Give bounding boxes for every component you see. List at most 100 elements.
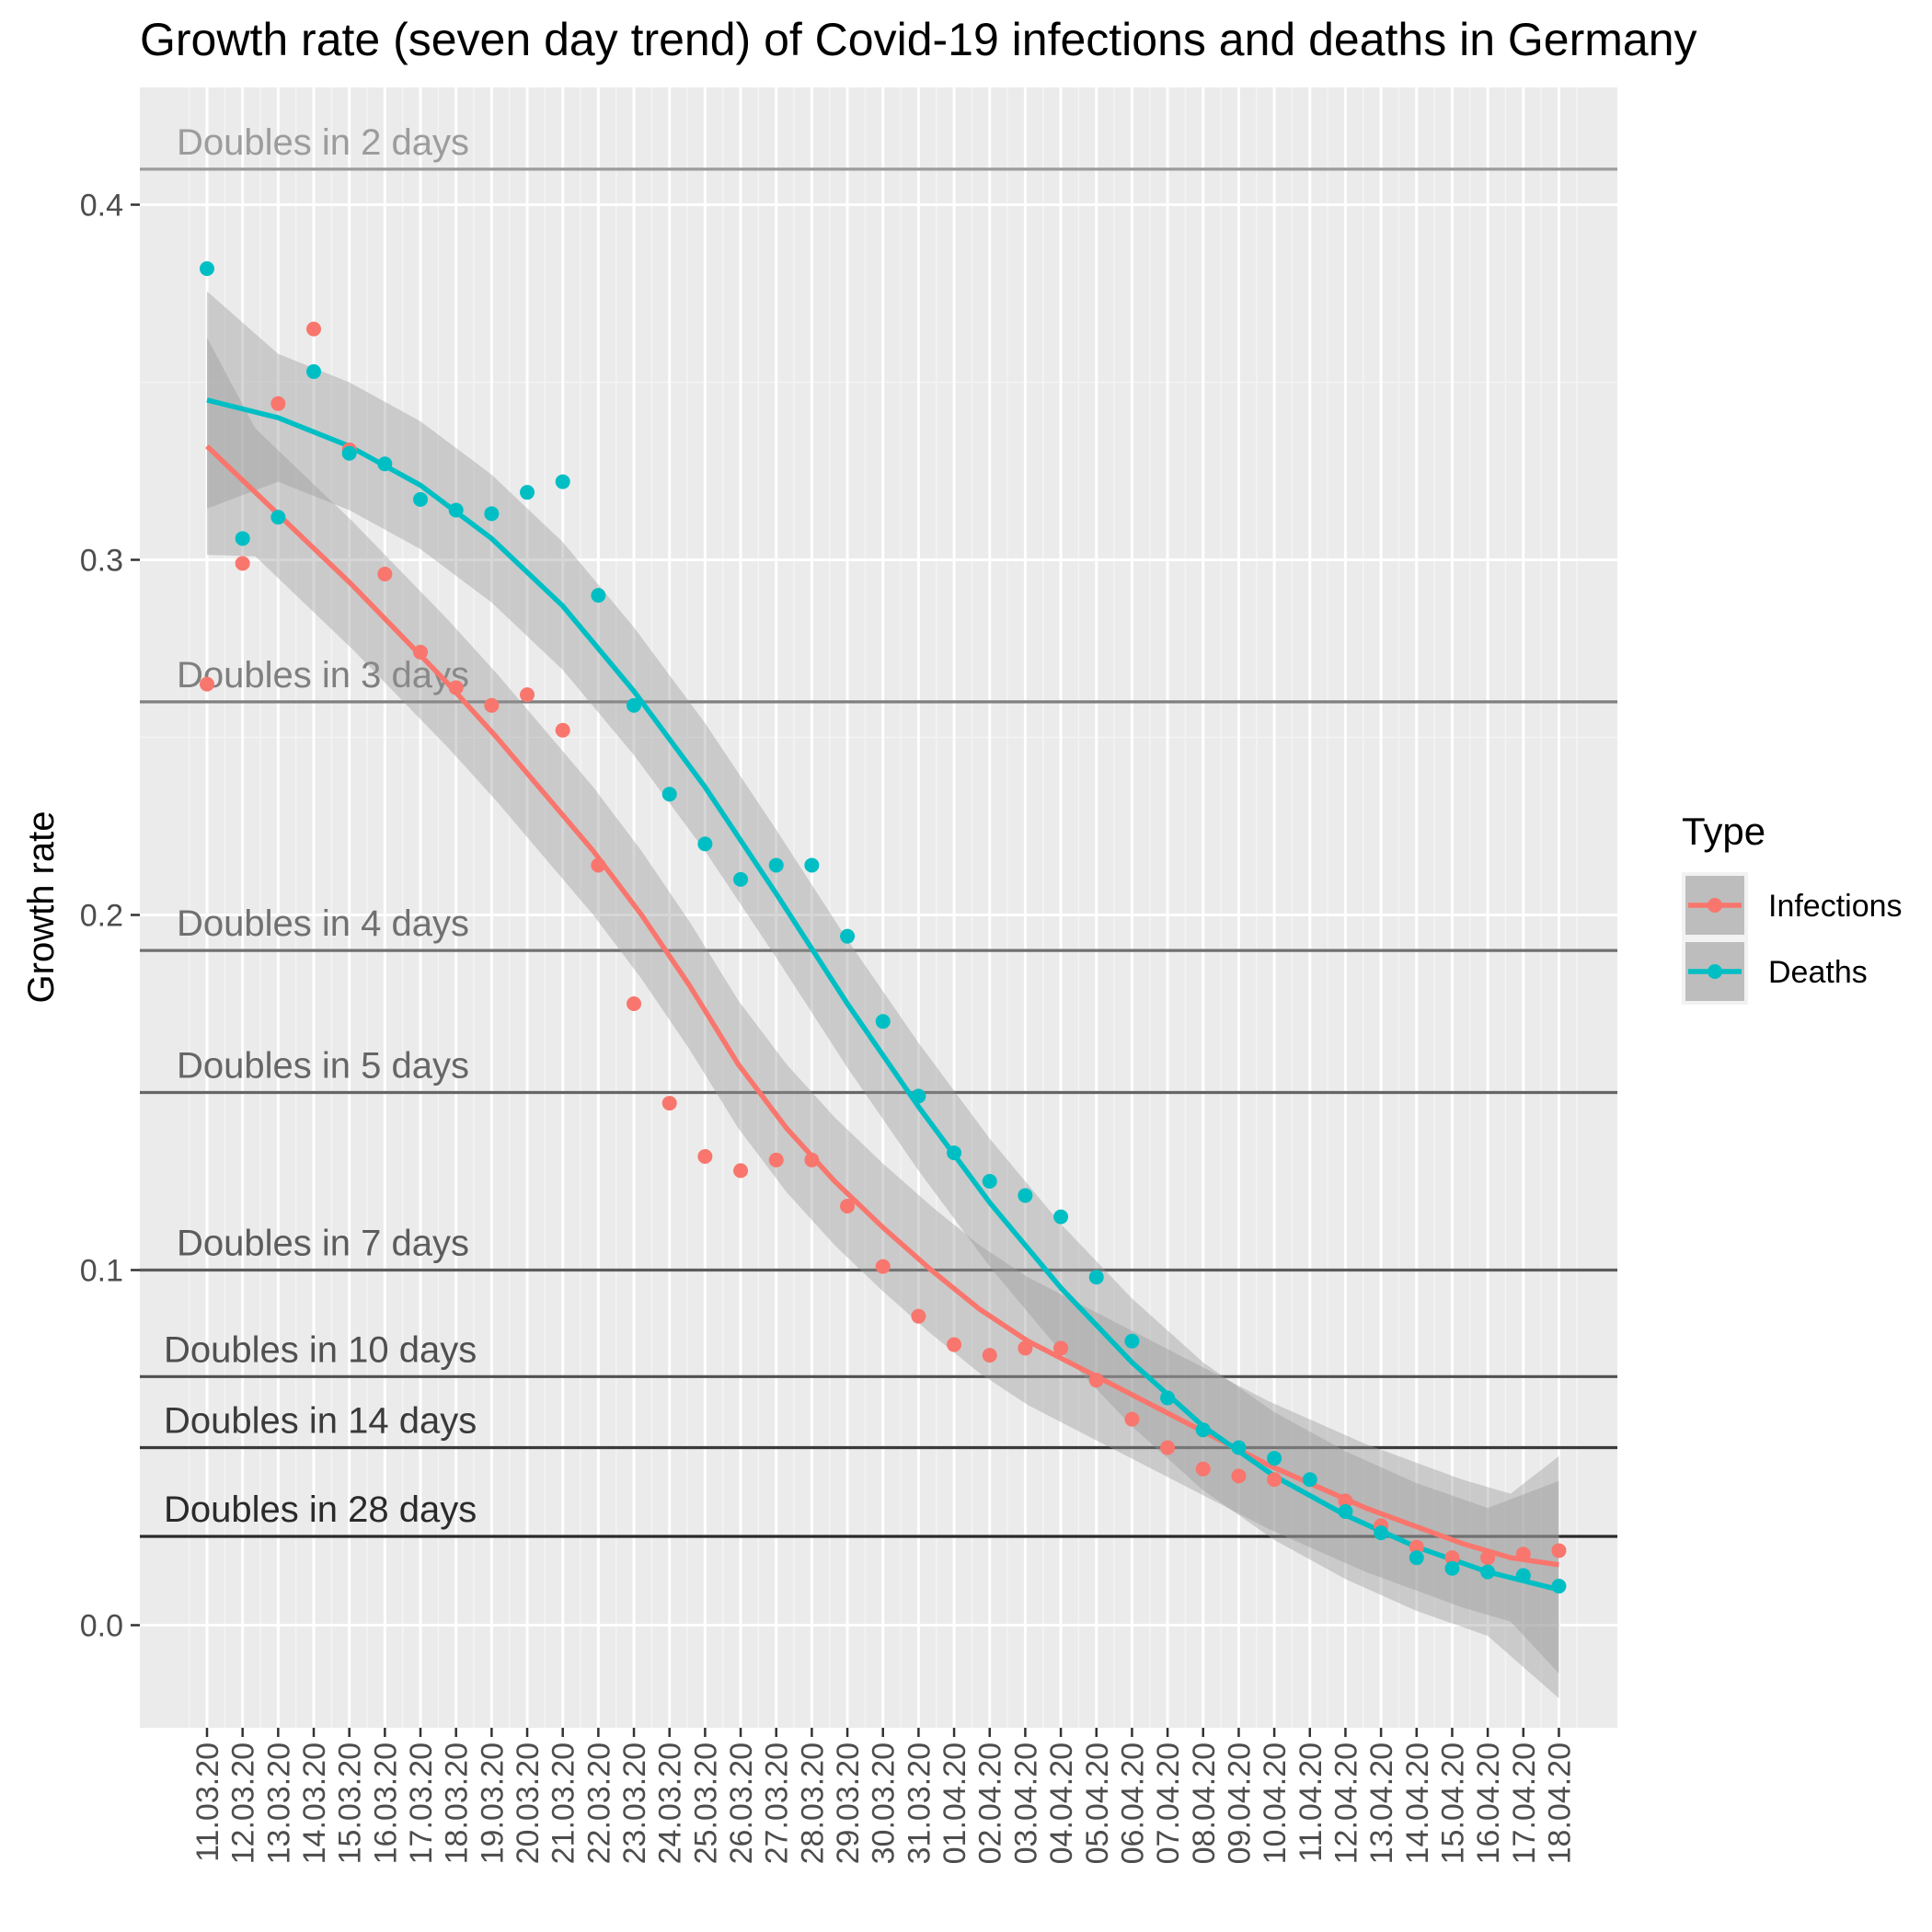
data-point [306,321,322,337]
x-tick-label: 29.03.20 [831,1742,866,1864]
confidence-ribbon [207,337,1559,1673]
reference-line-label: Doubles in 10 days [164,1329,477,1370]
data-point [1018,1188,1033,1203]
x-tick-label: 14.03.20 [297,1742,332,1864]
data-point [448,680,464,696]
chart-title: Growth rate (seven day trend) of Covid-1… [140,14,1697,65]
confidence-ribbon [207,291,1559,1699]
data-point [1160,1390,1176,1406]
data-point [1124,1333,1140,1349]
x-tick-label: 30.03.20 [867,1742,902,1864]
x-tick-label: 07.04.20 [1151,1742,1186,1864]
data-point [591,857,606,873]
data-point [661,1096,677,1111]
data-point [377,566,393,581]
x-tick-label: 06.04.20 [1115,1742,1150,1864]
y-tick-label: 0.2 [80,899,123,934]
data-point [1515,1568,1531,1583]
x-tick-label: 14.04.20 [1400,1742,1435,1864]
data-point [1267,1451,1282,1466]
x-tick-label: 09.04.20 [1222,1742,1257,1864]
data-point [697,1148,713,1164]
data-point [1160,1440,1176,1455]
data-point [1551,1579,1567,1594]
x-tick-label: 22.03.20 [581,1742,616,1864]
data-point [804,1152,820,1167]
data-point [627,996,642,1011]
y-axis: 0.0 0.1 0.2 0.3 0.4 [80,189,140,1644]
data-point [413,644,429,660]
x-tick-label: 11.04.20 [1294,1742,1328,1862]
data-point [520,687,535,703]
reference-line-label: Doubles in 2 days [177,122,469,163]
data-point [1088,1270,1104,1285]
data-point [733,1163,749,1179]
data-point [270,396,286,411]
data-point [1515,1547,1531,1562]
data-point [235,556,250,571]
trend-line [206,397,1560,1593]
x-tick-label: 31.03.20 [902,1742,937,1864]
data-point [341,445,357,461]
data-point [555,722,570,738]
x-tick-label: 12.03.20 [226,1742,261,1864]
x-tick-label: 17.03.20 [404,1742,439,1864]
x-tick-label: 18.03.20 [440,1742,475,1864]
data-point [1444,1560,1460,1576]
x-tick-label: 13.04.20 [1364,1742,1399,1864]
data-point [875,1014,891,1029]
x-tick-label: 10.04.20 [1258,1742,1293,1864]
y-axis-label: Growth rate [21,811,62,1004]
data-point [982,1348,997,1363]
x-tick-label: 19.03.20 [475,1742,510,1864]
legend-title: Type [1682,810,1765,853]
data-point [947,1337,962,1352]
data-point [982,1174,997,1189]
data-point [1195,1422,1211,1438]
major-grid [140,87,1617,1728]
data-point [1195,1461,1211,1477]
data-point [1231,1440,1247,1455]
x-tick-label: 11.03.20 [190,1742,225,1862]
data-point [804,857,820,873]
x-tick-label: 18.04.20 [1542,1742,1577,1864]
data-point [1409,1539,1424,1555]
data-point [911,1308,926,1324]
data-point [733,871,749,887]
x-tick-label: 16.04.20 [1471,1742,1506,1864]
x-tick-label: 28.03.20 [795,1742,830,1864]
trend-line [205,443,1559,1568]
data-point [448,502,464,518]
data-point [200,260,214,276]
data-point [1409,1550,1424,1566]
x-tick-label: 20.03.20 [511,1742,546,1864]
x-tick-label: 01.04.20 [937,1742,972,1864]
reference-lines: Doubles in 2 days Doubles in 3 days Double… [140,122,1617,1538]
y-tick-label: 0.1 [80,1254,123,1289]
x-tick-label: 21.03.20 [546,1742,581,1864]
data-point [1338,1503,1353,1519]
reference-line-label: Doubles in 5 days [177,1046,469,1087]
x-tick-label: 24.03.20 [653,1742,688,1864]
data-point [768,857,784,873]
data-point [1338,1493,1353,1509]
data-point [1124,1411,1140,1427]
data-point [1018,1340,1033,1356]
data-point [377,456,393,472]
legend-entry-label: Deaths [1768,955,1868,990]
data-point [1374,1525,1389,1541]
legend-entry-label: Infections [1768,889,1903,924]
data-point [235,531,250,546]
data-point [1267,1472,1282,1488]
data-point [1088,1373,1104,1388]
data-point [306,363,322,379]
data-point [520,485,535,500]
x-tick-label: 08.04.20 [1187,1742,1222,1864]
x-tick-label: 23.03.20 [617,1742,652,1864]
data-point [1551,1543,1567,1558]
x-tick-label: 02.04.20 [973,1742,1008,1864]
x-tick-label: 17.04.20 [1507,1742,1542,1864]
x-tick-label: 12.04.20 [1328,1742,1363,1864]
legend-key-point [1708,964,1722,979]
